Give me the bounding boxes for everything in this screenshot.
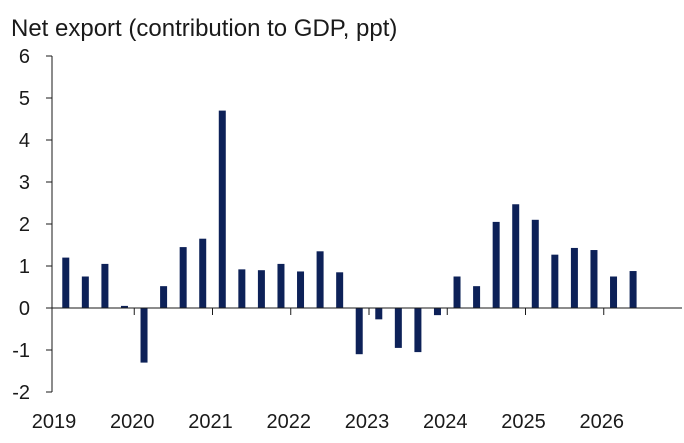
- bar-2026-q2: [629, 271, 637, 308]
- bar-2022-q3: [336, 272, 344, 308]
- bar-2025-q4: [590, 250, 598, 308]
- bar-2020-q4: [199, 238, 207, 308]
- bar-2022-q4: [355, 308, 363, 355]
- bar-2020-q1: [140, 308, 148, 363]
- bar-2023-q2: [394, 308, 402, 348]
- x-tick-label: 2023: [345, 411, 390, 433]
- bar-2023-q4: [433, 308, 441, 316]
- y-tick-label: 4: [19, 130, 30, 152]
- y-tick-label: 2: [19, 214, 30, 236]
- bar-2023-q3: [414, 308, 422, 353]
- y-tick-label: 0: [19, 298, 30, 320]
- bar-2019-q3: [101, 263, 109, 308]
- bar-2024-q4: [512, 204, 520, 308]
- bar-2025-q1: [531, 219, 539, 308]
- y-tick-label: 3: [19, 172, 30, 194]
- bar-2020-q2: [160, 286, 168, 308]
- bar-2020-q3: [179, 247, 187, 308]
- y-tick-label: 1: [19, 256, 30, 278]
- bar-2025-q2: [551, 254, 559, 308]
- y-tick-label: 6: [19, 46, 30, 68]
- bar-2023-q1: [375, 308, 383, 320]
- bar-2025-q3: [570, 247, 578, 308]
- y-tick-label: -2: [12, 382, 30, 404]
- bar-2021-q4: [277, 263, 285, 308]
- bar-2024-q2: [473, 286, 481, 308]
- y-tick-label: -1: [12, 340, 30, 362]
- bar-2026-q1: [610, 276, 618, 308]
- x-tick-label: 2020: [110, 411, 155, 433]
- chart-title: Net export (contribution to GDP, ppt): [11, 15, 398, 42]
- bar-2019-q2: [81, 276, 89, 308]
- bar-2024-q1: [453, 276, 461, 308]
- bar-2021-q2: [238, 269, 246, 308]
- x-tick-label: 2025: [501, 411, 546, 433]
- x-tick-label: 2022: [267, 411, 312, 433]
- x-tick-label: 2019: [32, 411, 77, 433]
- x-tick-label: 2026: [580, 411, 625, 433]
- x-tick-label: 2021: [188, 411, 233, 433]
- bar-2019-q1: [62, 257, 70, 308]
- bar-2024-q3: [492, 221, 500, 308]
- x-ticks-group: 2019 2020 2021 2022 2023 2024 2025 2026: [32, 308, 624, 433]
- x-tick-label: 2024: [423, 411, 468, 433]
- bar-2021-q1: [218, 110, 226, 308]
- bars-group: [62, 110, 637, 363]
- bar-2021-q3: [257, 270, 265, 308]
- y-ticks-group: -2 -1 0 1 2 3 4 5 6: [12, 46, 52, 404]
- bar-2019-q4: [120, 305, 128, 308]
- bar-2022-q2: [316, 251, 324, 308]
- bar-2022-q1: [297, 271, 305, 308]
- y-tick-label: 5: [19, 88, 30, 110]
